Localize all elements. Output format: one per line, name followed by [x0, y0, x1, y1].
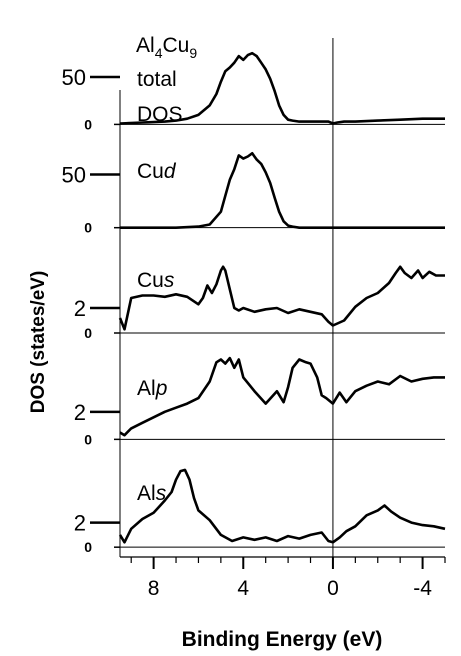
panel-label-part: d	[164, 160, 177, 183]
panel-1-dos-curve	[119, 51, 445, 125]
panel-label-part: Cu	[137, 160, 164, 183]
panel-5: 2 0 Als	[74, 468, 446, 555]
panel-label-part: Al	[137, 377, 156, 400]
panel-4-label: Alp	[137, 377, 167, 400]
panel-label-part: Cu	[137, 269, 164, 292]
panel-4-ytick-label: 0	[84, 431, 92, 447]
panel-2-ytick-label: 0	[84, 220, 92, 236]
panel-4-ytick-label: 2	[74, 400, 86, 425]
panel-label-part: Al	[136, 34, 155, 57]
panel-label-part: s	[164, 269, 175, 292]
panel-5-ytick-label: 2	[74, 511, 86, 536]
x-tick-label: 0	[327, 577, 339, 600]
y-axis-label: DOS (states/eV)	[28, 271, 49, 414]
panel-label-part: 4	[155, 45, 163, 61]
panel-2-dos-curve	[120, 152, 445, 229]
panel-4: 2 0 Alp	[74, 356, 445, 447]
panel-label-part: 9	[189, 45, 197, 61]
panel-5-label: Als	[137, 482, 167, 505]
panel-label-part: Al	[137, 482, 156, 505]
panel-2: 50 0 Cud	[62, 152, 445, 236]
panel-1-label-line: total	[137, 68, 177, 91]
panel-label-part: p	[155, 377, 168, 400]
panel-5-dos-curve	[118, 468, 446, 544]
panel-2-ytick-label: 50	[62, 163, 86, 188]
panel-label-part: Cu	[162, 34, 189, 57]
panel-3: 2 0 Cus	[74, 265, 445, 341]
panel-label-part: s	[156, 482, 167, 505]
x-axis-label: Binding Energy (eV)	[182, 628, 383, 651]
panel-3-label: Cus	[137, 269, 175, 292]
panel-3-dos-curve	[118, 265, 445, 331]
panel-1-label-line: DOS	[137, 103, 183, 126]
panel-3-ytick-label: 0	[84, 325, 92, 341]
panel-1-ytick-label: 50	[62, 65, 86, 90]
panel-4-dos-curve	[119, 356, 445, 437]
panel-1-label: Al4Cu9	[136, 34, 197, 61]
panel-3-ytick-label: 2	[74, 296, 86, 321]
x-tick-label: 8	[148, 577, 160, 600]
panel-1: 50 0 Al4Cu9 total DOS	[62, 34, 445, 132]
panel-2-label: Cud	[137, 160, 177, 183]
x-tick-label: -4	[413, 577, 432, 600]
panel-5-ytick-label: 0	[84, 539, 92, 555]
x-axis: 8 4 0 -4	[119, 38, 446, 600]
panel-1-ytick-label: 0	[84, 116, 92, 132]
x-tick-label: 4	[237, 577, 249, 600]
